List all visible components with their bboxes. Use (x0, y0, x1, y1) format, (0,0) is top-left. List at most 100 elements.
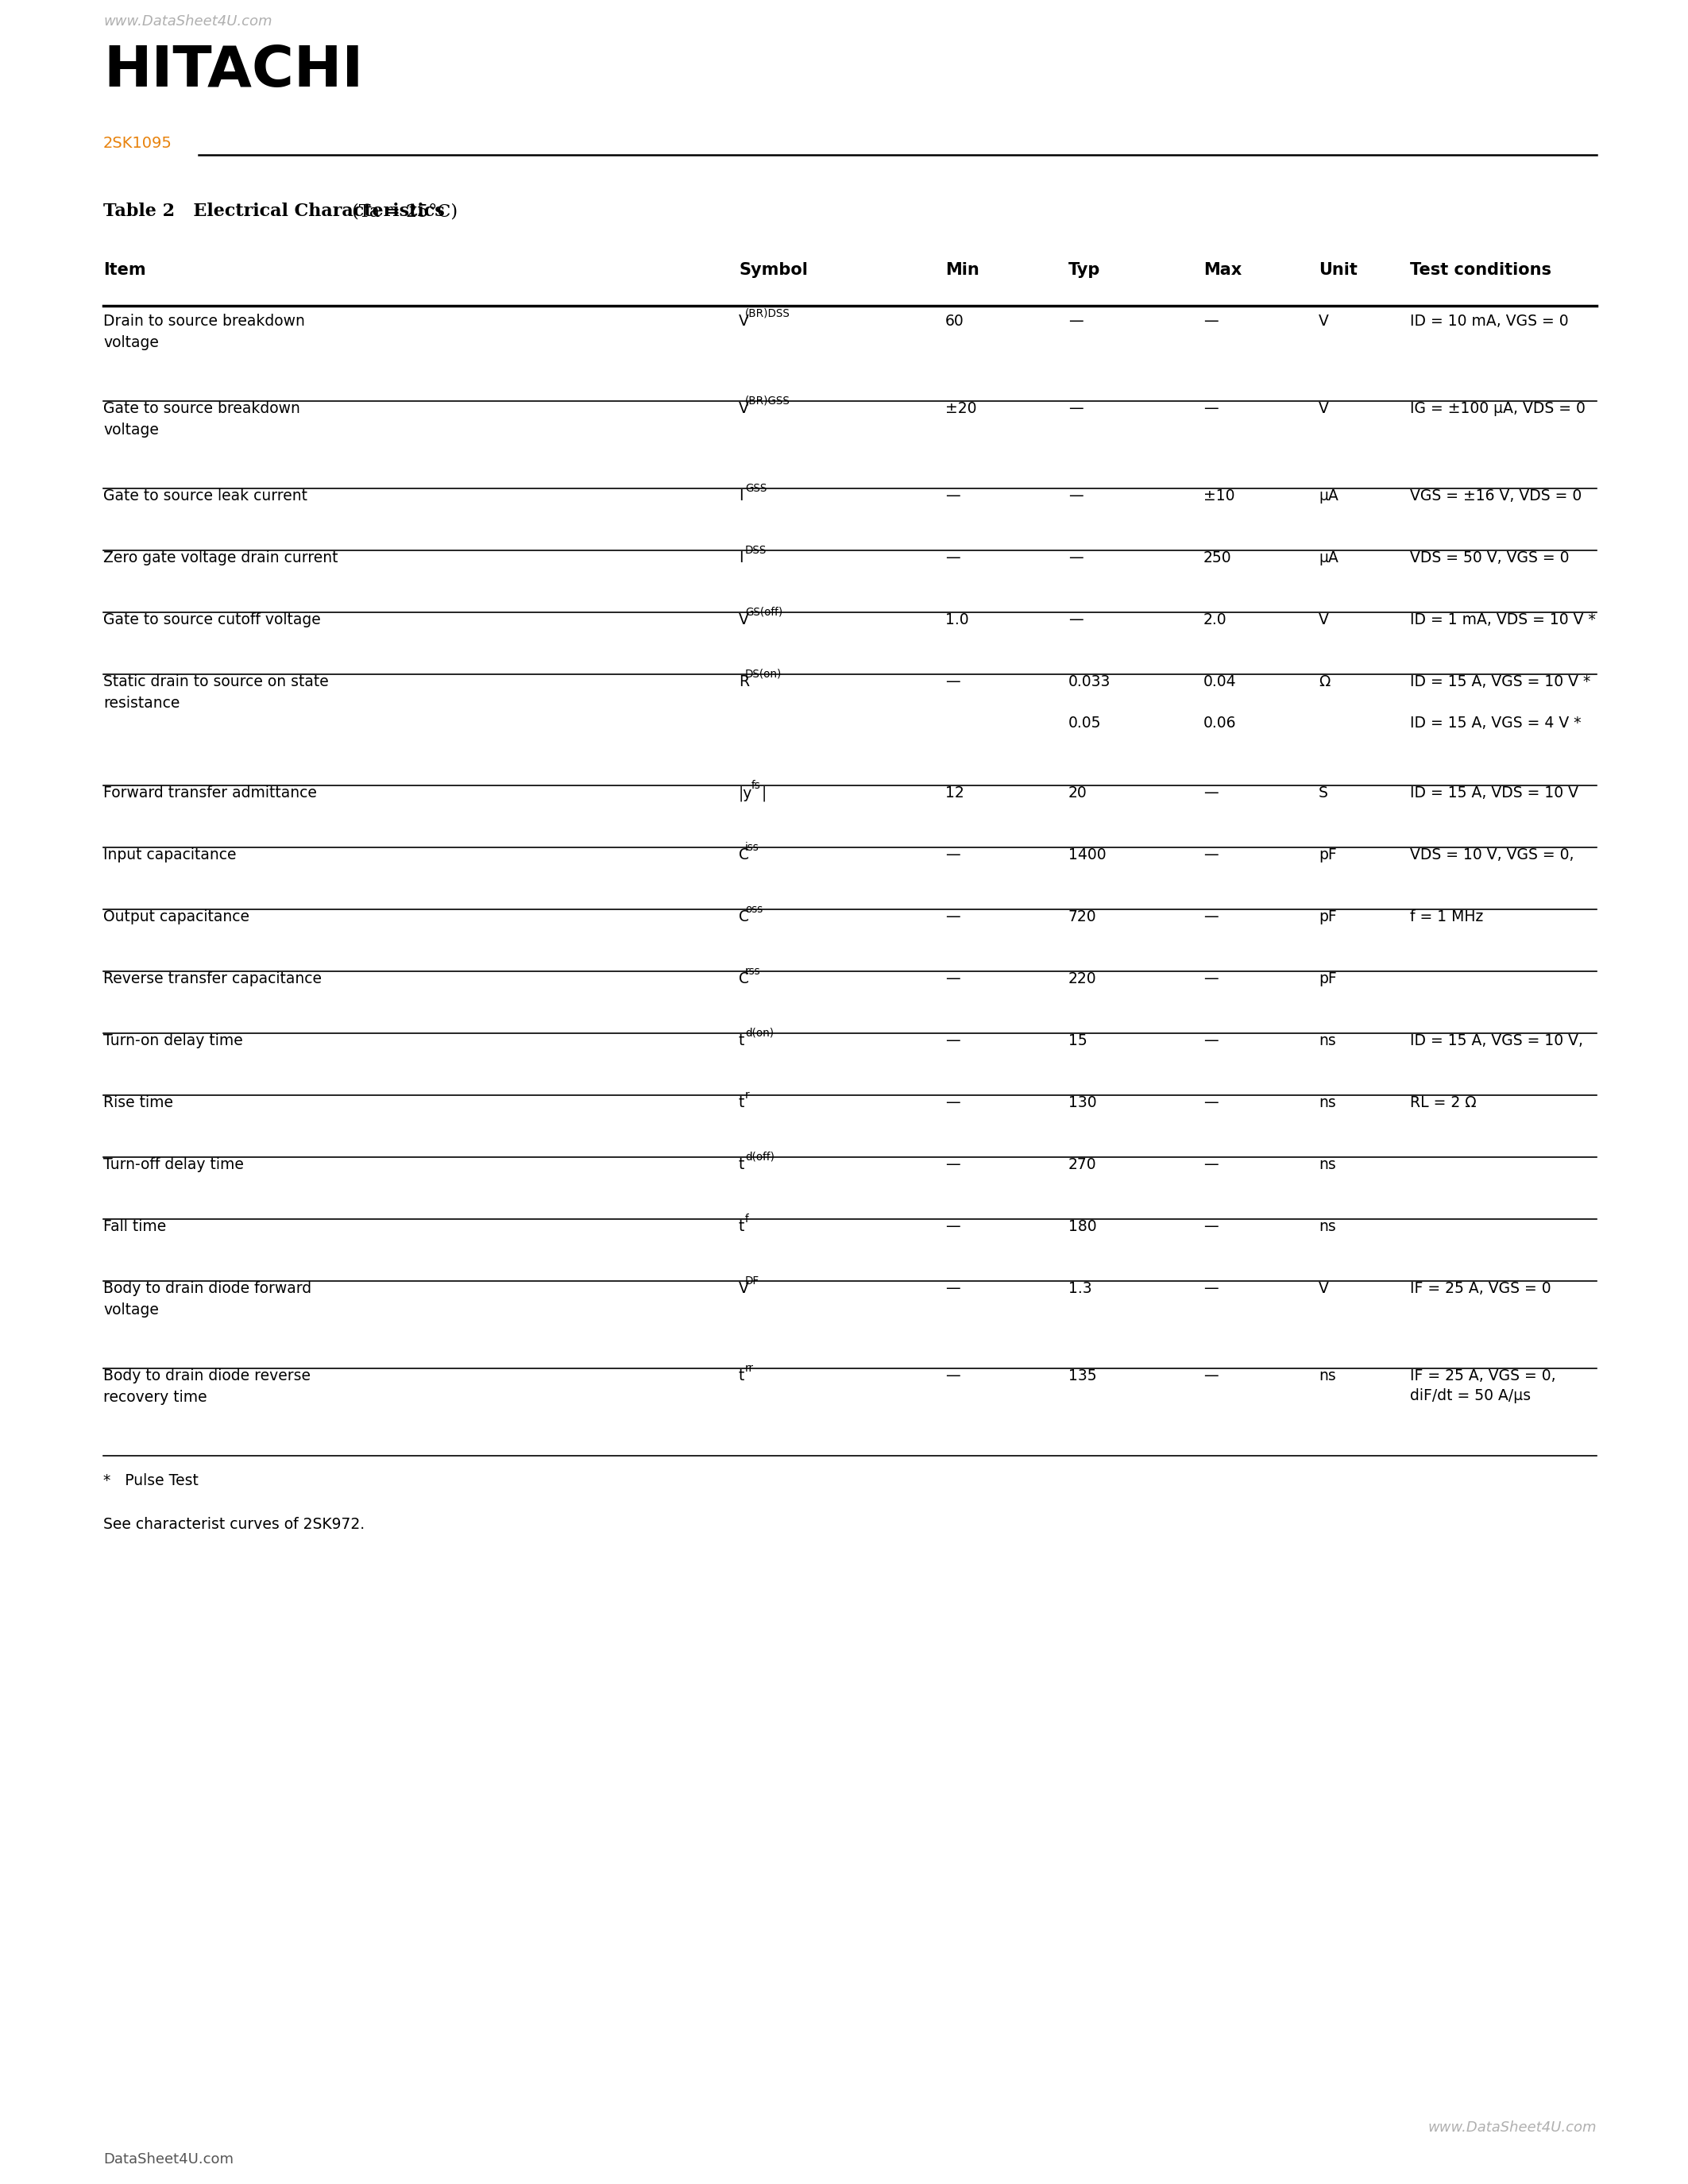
Text: V: V (739, 314, 749, 330)
Text: 1400: 1400 (1069, 847, 1106, 863)
Text: IG = ±100 μA, VDS = 0: IG = ±100 μA, VDS = 0 (1409, 402, 1585, 417)
Text: ns: ns (1318, 1158, 1335, 1173)
Text: t: t (739, 1094, 744, 1109)
Text: *   Pulse Test: * Pulse Test (103, 1474, 199, 1487)
Text: DataSheet4U.com: DataSheet4U.com (103, 2151, 233, 2167)
Text: RL = 2 Ω: RL = 2 Ω (1409, 1094, 1477, 1109)
Text: Test conditions: Test conditions (1409, 262, 1551, 277)
Text: t: t (739, 1219, 744, 1234)
Text: ns: ns (1318, 1369, 1335, 1382)
Text: —: — (945, 489, 960, 505)
Text: —: — (1069, 550, 1084, 566)
Text: f = 1 MHz: f = 1 MHz (1409, 909, 1484, 924)
Text: d(on): d(on) (744, 1026, 773, 1037)
Text: (BR)GSS: (BR)GSS (744, 395, 790, 406)
Text: ID = 10 mA, VGS = 0: ID = 10 mA, VGS = 0 (1409, 314, 1568, 330)
Text: I: I (739, 550, 743, 566)
Text: DF: DF (744, 1275, 760, 1286)
Text: rr: rr (744, 1363, 755, 1374)
Text: IF = 25 A, VGS = 0: IF = 25 A, VGS = 0 (1409, 1282, 1551, 1295)
Text: fs: fs (751, 780, 761, 791)
Text: Reverse transfer capacitance: Reverse transfer capacitance (103, 972, 322, 987)
Text: —: — (945, 1033, 960, 1048)
Text: —: — (1204, 1369, 1219, 1382)
Text: Rise time: Rise time (103, 1094, 174, 1109)
Text: —: — (945, 550, 960, 566)
Text: ID = 15 A, VGS = 10 V *: ID = 15 A, VGS = 10 V * (1409, 675, 1590, 690)
Text: 0.06: 0.06 (1204, 716, 1236, 732)
Text: —: — (1204, 402, 1219, 417)
Text: ID = 15 A, VGS = 4 V *: ID = 15 A, VGS = 4 V * (1409, 716, 1582, 732)
Text: Gate to source cutoff voltage: Gate to source cutoff voltage (103, 612, 321, 627)
Text: ID = 15 A, VGS = 10 V,: ID = 15 A, VGS = 10 V, (1409, 1033, 1583, 1048)
Text: V: V (1318, 1282, 1328, 1295)
Text: —: — (1204, 314, 1219, 330)
Text: —: — (1069, 612, 1084, 627)
Text: 180: 180 (1069, 1219, 1097, 1234)
Text: —: — (1204, 1033, 1219, 1048)
Text: —: — (945, 972, 960, 987)
Text: —: — (945, 1219, 960, 1234)
Text: —: — (945, 1094, 960, 1109)
Text: DS(on): DS(on) (744, 668, 782, 679)
Text: —: — (1204, 972, 1219, 987)
Text: —: — (1069, 489, 1084, 505)
Text: ns: ns (1318, 1033, 1335, 1048)
Text: Static drain to source on state
resistance: Static drain to source on state resistan… (103, 675, 329, 710)
Text: Max: Max (1204, 262, 1242, 277)
Text: —: — (945, 847, 960, 863)
Text: —: — (945, 675, 960, 690)
Text: Item: Item (103, 262, 145, 277)
Text: ns: ns (1318, 1094, 1335, 1109)
Text: Gate to source leak current: Gate to source leak current (103, 489, 307, 505)
Text: (BR)DSS: (BR)DSS (744, 308, 790, 319)
Text: DSS: DSS (744, 544, 766, 555)
Text: ID = 1 mA, VDS = 10 V *: ID = 1 mA, VDS = 10 V * (1409, 612, 1595, 627)
Text: 0.05: 0.05 (1069, 716, 1101, 732)
Text: V: V (739, 1282, 749, 1295)
Text: Turn-on delay time: Turn-on delay time (103, 1033, 243, 1048)
Text: 1.0: 1.0 (945, 612, 969, 627)
Text: C: C (739, 909, 749, 924)
Text: t: t (739, 1033, 744, 1048)
Text: 135: 135 (1069, 1369, 1097, 1382)
Text: Min: Min (945, 262, 979, 277)
Text: —: — (945, 1282, 960, 1295)
Text: ns: ns (1318, 1219, 1335, 1234)
Text: Typ: Typ (1069, 262, 1101, 277)
Text: GSS: GSS (744, 483, 766, 494)
Text: 2.0: 2.0 (1204, 612, 1227, 627)
Text: (Ta = 25°C): (Ta = 25°C) (346, 203, 457, 221)
Text: 1.3: 1.3 (1069, 1282, 1092, 1295)
Text: Table 2   Electrical Characteristics: Table 2 Electrical Characteristics (103, 203, 444, 221)
Text: VDS = 10 V, VGS = 0,: VDS = 10 V, VGS = 0, (1409, 847, 1573, 863)
Text: www.DataSheet4U.com: www.DataSheet4U.com (103, 15, 272, 28)
Text: VGS = ±16 V, VDS = 0: VGS = ±16 V, VDS = 0 (1409, 489, 1582, 505)
Text: 0.033: 0.033 (1069, 675, 1111, 690)
Text: pF: pF (1318, 972, 1337, 987)
Text: 250: 250 (1204, 550, 1232, 566)
Text: Gate to source breakdown
voltage: Gate to source breakdown voltage (103, 402, 300, 437)
Text: —: — (1204, 1282, 1219, 1295)
Text: —: — (1069, 314, 1084, 330)
Text: oss: oss (744, 904, 763, 915)
Text: V: V (1318, 314, 1328, 330)
Text: Drain to source breakdown
voltage: Drain to source breakdown voltage (103, 314, 306, 349)
Text: HITACHI: HITACHI (103, 44, 363, 98)
Text: —: — (1204, 847, 1219, 863)
Text: Output capacitance: Output capacitance (103, 909, 250, 924)
Text: pF: pF (1318, 909, 1337, 924)
Text: Forward transfer admittance: Forward transfer admittance (103, 786, 317, 802)
Text: d(off): d(off) (744, 1151, 775, 1162)
Text: f: f (744, 1212, 749, 1225)
Text: Body to drain diode reverse
recovery time: Body to drain diode reverse recovery tim… (103, 1369, 311, 1404)
Text: —: — (1204, 786, 1219, 802)
Text: S: S (1318, 786, 1328, 802)
Text: V: V (1318, 612, 1328, 627)
Text: www.DataSheet4U.com: www.DataSheet4U.com (1428, 2121, 1597, 2134)
Text: V: V (1318, 402, 1328, 417)
Text: ±10: ±10 (1204, 489, 1236, 505)
Text: |: | (761, 786, 766, 802)
Text: 60: 60 (945, 314, 964, 330)
Text: C: C (739, 847, 749, 863)
